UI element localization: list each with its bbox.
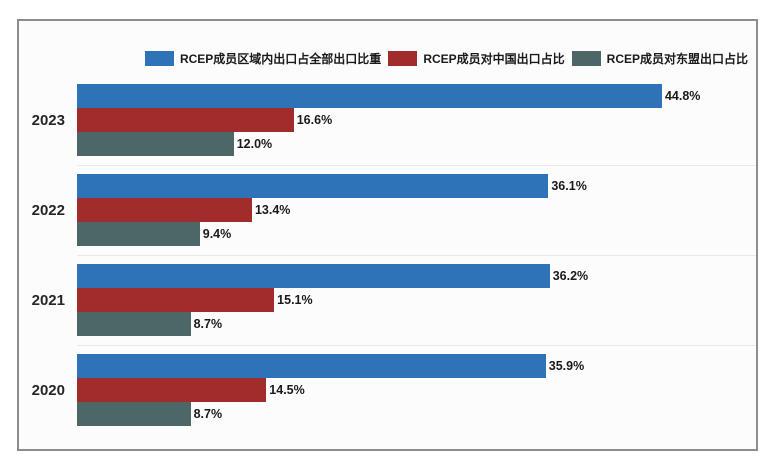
category-group-2023: 2023 44.8% 16.6% 12.0% <box>19 84 756 156</box>
bar-series1-2020 <box>77 378 267 402</box>
legend-item-2: RCEP成员对东盟出口占比 <box>571 50 748 67</box>
bar-series0-2022 <box>77 174 549 198</box>
bar-series2-2020 <box>77 402 191 426</box>
category-bars: 36.2% 15.1% 8.7% <box>77 264 756 336</box>
bar-value-label: 12.0% <box>236 137 273 151</box>
bar-row: 44.8% <box>77 84 756 108</box>
legend-swatch-icon <box>388 51 418 66</box>
category-separator <box>19 246 756 264</box>
category-gridline <box>77 164 756 166</box>
bar-value-label: 44.8% <box>664 89 701 103</box>
legend-label: RCEP成员区域内出口占全部出口比重 <box>179 52 382 66</box>
bar-row: 13.4% <box>77 198 756 222</box>
bar-row: 16.6% <box>77 108 756 132</box>
bar-series2-2021 <box>77 312 191 336</box>
bar-series2-2022 <box>77 222 200 246</box>
bar-row: 8.7% <box>77 312 756 336</box>
chart-legend: RCEP成员区域内出口占全部出口比重 RCEP成员对中国出口占比 RCEP成员对东盟… <box>19 21 756 67</box>
category-gridline <box>77 344 756 346</box>
legend-swatch-icon <box>144 51 174 66</box>
legend-item-1: RCEP成员对中国出口占比 <box>388 50 565 67</box>
legend-label: RCEP成员对中国出口占比 <box>423 52 565 66</box>
category-label: 2020 <box>31 381 65 399</box>
plot-area: 2023 44.8% 16.6% 12.0% 2022 36.1% 13.4% 9.4% 202… <box>19 84 756 426</box>
bar-series2-2023 <box>77 132 234 156</box>
bar-value-label: 15.1% <box>277 293 313 307</box>
bar-value-label: 8.7% <box>193 317 223 331</box>
bar-row: 36.2% <box>77 264 756 288</box>
category-bars: 44.8% 16.6% 12.0% <box>77 84 756 156</box>
legend-swatch-icon <box>571 51 601 66</box>
bar-row: 15.1% <box>77 288 756 312</box>
category-separator <box>19 156 756 174</box>
bar-series0-2020 <box>77 354 546 378</box>
category-label: 2023 <box>31 111 65 129</box>
bar-row: 35.9% <box>77 354 756 378</box>
bar-value-label: 16.6% <box>296 113 333 127</box>
bar-row: 14.5% <box>77 378 756 402</box>
category-bars: 35.9% 14.5% 8.7% <box>77 354 756 426</box>
bar-series1-2021 <box>77 288 275 312</box>
category-gridline <box>77 254 756 256</box>
category-group-2021: 2021 36.2% 15.1% 8.7% <box>19 264 756 336</box>
legend-label: RCEP成员对东盟出口占比 <box>606 52 748 66</box>
category-separator <box>19 336 756 354</box>
category-group-2022: 2022 36.1% 13.4% 9.4% <box>19 174 756 246</box>
bar-row: 9.4% <box>77 222 756 246</box>
category-label: 2022 <box>31 201 65 219</box>
category-label: 2021 <box>31 291 65 309</box>
bar-row: 8.7% <box>77 402 756 426</box>
bar-row: 36.1% <box>77 174 756 198</box>
category-group-2020: 2020 35.9% 14.5% 8.7% <box>19 354 756 426</box>
bar-value-label: 9.4% <box>202 227 232 241</box>
bar-value-label: 8.7% <box>193 407 223 421</box>
bar-value-label: 13.4% <box>254 203 291 217</box>
bar-value-label: 36.2% <box>552 269 589 283</box>
bar-series1-2023 <box>77 108 294 132</box>
chart-frame: RCEP成员区域内出口占全部出口比重 RCEP成员对中国出口占比 RCEP成员对东盟… <box>17 19 758 451</box>
category-bars: 36.1% 13.4% 9.4% <box>77 174 756 246</box>
bar-row: 12.0% <box>77 132 756 156</box>
bar-value-label: 36.1% <box>551 179 587 193</box>
legend-item-0: RCEP成员区域内出口占全部出口比重 <box>144 50 382 67</box>
bar-series1-2022 <box>77 198 252 222</box>
bar-series0-2021 <box>77 264 550 288</box>
bar-value-label: 35.9% <box>548 359 585 373</box>
bar-value-label: 14.5% <box>269 383 305 397</box>
bar-series0-2023 <box>77 84 662 108</box>
